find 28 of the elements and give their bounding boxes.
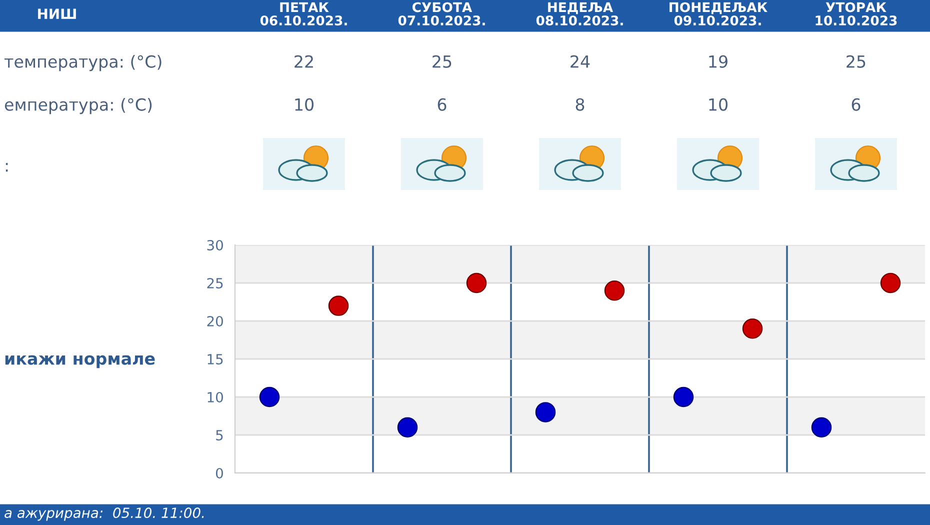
data-label: 25	[432, 55, 452, 68]
data-label: 6	[852, 98, 860, 111]
text: УТОРАК 10.10.2023	[816, 2, 897, 26]
text: ПОНЕДЕЉАК 09.10.2023.	[670, 2, 768, 26]
text: а ажурирана: 05.10. 11:00.	[4, 508, 204, 521]
y-tick-label: 10	[208, 392, 223, 402]
data-label: 22	[294, 55, 313, 68]
text: :	[6, 162, 8, 172]
text: ПЕТАК 06.10.2023.	[260, 2, 347, 26]
text: СУБОТА 07.10.2023.	[398, 2, 485, 26]
text: НИШ	[38, 8, 76, 19]
y-tick-label: 25	[207, 278, 223, 288]
y-tick-label: 20	[207, 316, 223, 326]
text: НЕДЕЉА 08.10.2023.	[536, 2, 623, 26]
y-tick-label: 0	[216, 468, 223, 478]
text: икажи нормале	[5, 355, 155, 368]
data-label: 10	[709, 98, 728, 111]
y-tick-label: 5	[216, 430, 223, 440]
text: температура: (°C)	[4, 54, 162, 72]
y-tick-label: 30	[207, 240, 223, 250]
data-label: 19	[709, 55, 728, 68]
data-label: 25	[846, 55, 866, 68]
text: емпература: (°C)	[4, 98, 152, 114]
data-label: 24	[570, 55, 590, 68]
data-label: 6	[438, 98, 446, 111]
data-label: 10	[295, 98, 314, 111]
y-tick-label: 15	[208, 354, 223, 364]
data-label: 8	[576, 98, 584, 111]
